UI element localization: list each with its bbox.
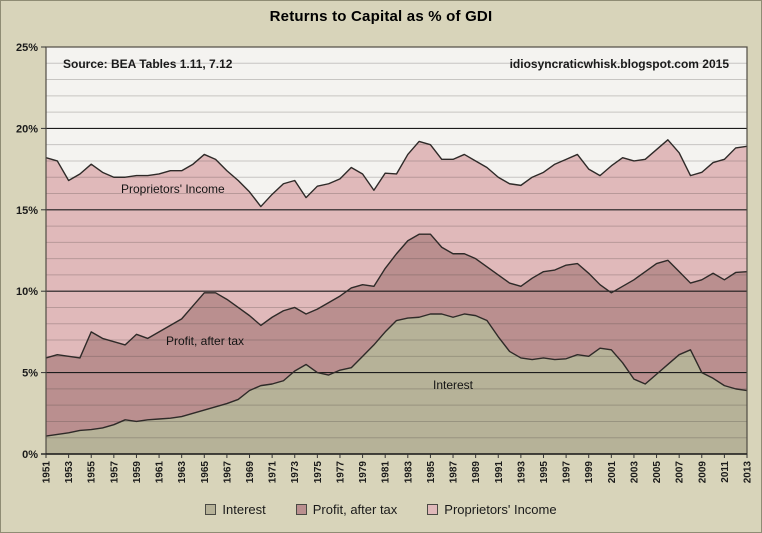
y-tick-label: 20% bbox=[16, 123, 38, 135]
x-tick-label: 1965 bbox=[200, 461, 211, 484]
x-tick-label: 2009 bbox=[697, 461, 708, 484]
y-tick-label: 0% bbox=[22, 449, 38, 461]
x-tick-label: 1963 bbox=[177, 461, 188, 484]
y-tick-label: 15% bbox=[16, 205, 38, 217]
x-tick-label: 1989 bbox=[471, 461, 482, 484]
area-label-proprietors-income: Proprietors' Income bbox=[121, 182, 225, 196]
legend-label-interest: Interest bbox=[222, 502, 266, 517]
x-tick-label: 1973 bbox=[290, 461, 301, 484]
x-tick-label: 1995 bbox=[539, 461, 550, 484]
x-tick-label: 1983 bbox=[403, 461, 414, 484]
x-tick-label: 1981 bbox=[381, 461, 392, 484]
proprietors-swatch-icon bbox=[427, 504, 439, 515]
source-note: Source: BEA Tables 1.11, 7.12 bbox=[63, 57, 233, 71]
boundary-interest bbox=[45, 313, 748, 437]
x-tick-label: 1993 bbox=[516, 461, 527, 484]
chart-title: Returns to Capital as % of GDI bbox=[269, 8, 493, 25]
x-tick-label: 1959 bbox=[132, 461, 143, 484]
legend-item-profit-after-tax: Profit, after tax bbox=[295, 502, 398, 517]
profit-swatch-icon bbox=[295, 504, 307, 515]
x-tick-label: 1985 bbox=[426, 461, 437, 484]
area-profit_after_tax bbox=[46, 234, 747, 437]
interest-swatch-icon bbox=[205, 504, 217, 515]
legend-label-proprietors-income: Proprietors' Income bbox=[444, 502, 557, 517]
x-tick-label: 2005 bbox=[652, 461, 663, 484]
x-tick-label: 1969 bbox=[245, 461, 256, 484]
x-tick-label: 2001 bbox=[607, 461, 618, 484]
chart-legend: Interest Profit, after tax Proprietors' … bbox=[1, 502, 761, 517]
x-tick-label: 1971 bbox=[268, 461, 279, 484]
legend-item-proprietors-income: Proprietors' Income bbox=[427, 502, 557, 517]
credit-note: idiosyncraticwhisk.blogspot.com 2015 bbox=[509, 57, 729, 71]
y-tick-label: 25% bbox=[16, 42, 38, 54]
x-tick-label: 1999 bbox=[584, 461, 595, 484]
x-tick-label: 1951 bbox=[42, 461, 53, 484]
legend-item-interest: Interest bbox=[205, 502, 266, 517]
x-tick-label: 1953 bbox=[64, 461, 75, 484]
x-tick-label: 2013 bbox=[743, 461, 754, 484]
x-tick-label: 1961 bbox=[155, 461, 166, 484]
y-tick-label: 10% bbox=[16, 286, 38, 298]
y-tick-label: 5% bbox=[22, 368, 38, 380]
x-tick-label: 1967 bbox=[222, 461, 233, 484]
x-tick-label: 2003 bbox=[629, 461, 640, 484]
boundary-proprietors_income bbox=[45, 139, 748, 208]
x-tick-label: 1979 bbox=[358, 461, 369, 484]
x-tick-label: 1997 bbox=[562, 461, 573, 484]
x-tick-label: 1957 bbox=[109, 461, 120, 484]
x-tick-label: 1987 bbox=[449, 461, 460, 484]
boundary-profit_after_tax bbox=[45, 233, 748, 359]
area-label-profit-after-tax: Profit, after tax bbox=[166, 334, 245, 348]
area-interest bbox=[46, 313, 747, 454]
area-label-interest: Interest bbox=[433, 378, 474, 392]
area-proprietors_income bbox=[46, 139, 747, 358]
x-tick-label: 2011 bbox=[720, 461, 731, 483]
x-tick-label: 1955 bbox=[87, 461, 98, 484]
x-tick-label: 1991 bbox=[494, 461, 505, 484]
legend-label-profit-after-tax: Profit, after tax bbox=[312, 502, 398, 517]
x-tick-label: 2007 bbox=[675, 461, 686, 484]
x-tick-label: 1975 bbox=[313, 461, 324, 484]
x-tick-label: 1977 bbox=[335, 461, 346, 484]
